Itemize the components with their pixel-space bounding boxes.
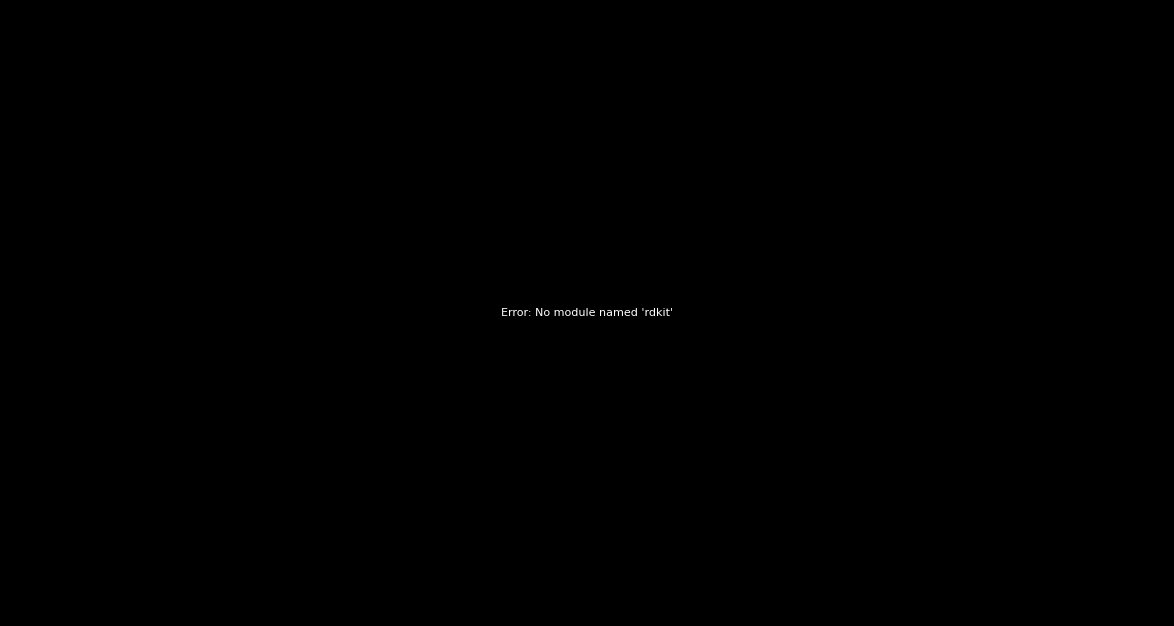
Text: Error: No module named 'rdkit': Error: No module named 'rdkit': [501, 308, 673, 318]
